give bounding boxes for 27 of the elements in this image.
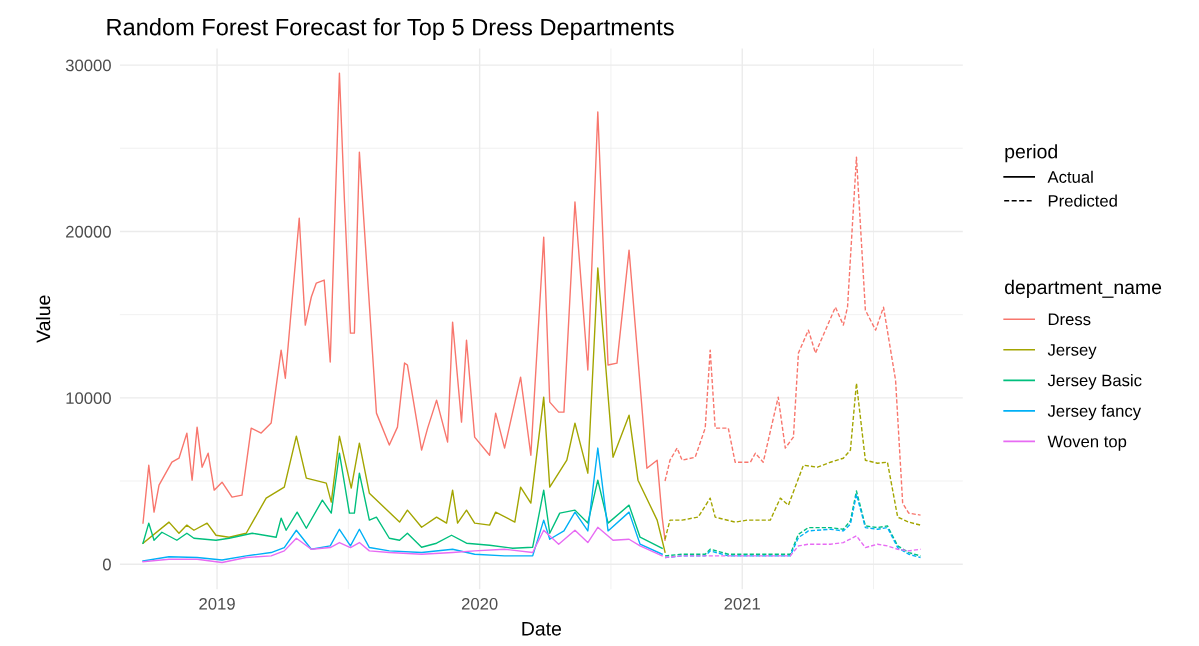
y-tick-label: 0 xyxy=(102,558,111,571)
x-tick-label: 2020 xyxy=(461,597,498,610)
y-tick-label: 20000 xyxy=(66,225,111,238)
legend-label: Jersey xyxy=(1047,344,1097,360)
line-series xyxy=(142,267,666,553)
line-series xyxy=(664,382,922,540)
chart-title: Random Forest Forecast for Top 5 Dress Departments xyxy=(107,18,674,41)
text: period xyxy=(1005,144,1057,163)
y-axis-title: Value xyxy=(35,295,51,343)
text: Actual xyxy=(1047,170,1093,183)
line-series xyxy=(142,526,663,564)
x-axis-title: Date xyxy=(522,622,562,636)
line-series xyxy=(142,72,666,541)
x-tick-label: 2019 xyxy=(199,597,235,610)
x-tick-label: 2021 xyxy=(724,597,760,610)
line-series xyxy=(142,452,663,549)
legend-label: Woven top xyxy=(1047,435,1127,451)
text: department_name xyxy=(1004,279,1162,298)
text: Predicted xyxy=(1048,194,1117,207)
line-series xyxy=(664,535,922,559)
y-tick-label: 10000 xyxy=(66,392,111,405)
legend-label: Jersey fancy xyxy=(1047,404,1142,421)
line-series xyxy=(142,447,663,562)
legend-label: Jersey Basic xyxy=(1047,374,1142,390)
legend-label: Dress xyxy=(1048,313,1091,326)
line-series xyxy=(664,156,922,516)
y-tick-label: 30000 xyxy=(65,59,111,72)
